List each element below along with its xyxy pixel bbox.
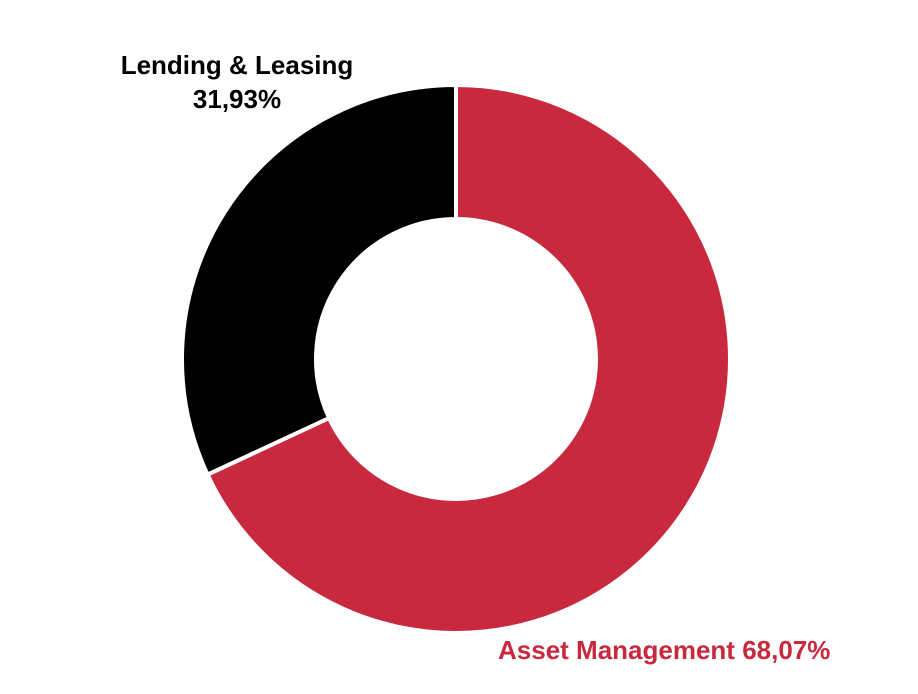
- donut-slice: [204, 82, 732, 635]
- value-label: 68,07%: [742, 635, 830, 665]
- category-label: Asset Management: [498, 635, 735, 665]
- value-label: 31,93%: [193, 84, 281, 114]
- slice-label: Asset Management 68,07%: [498, 635, 830, 665]
- category-label: Lending & Leasing: [121, 50, 354, 80]
- donut-slice: [180, 82, 458, 478]
